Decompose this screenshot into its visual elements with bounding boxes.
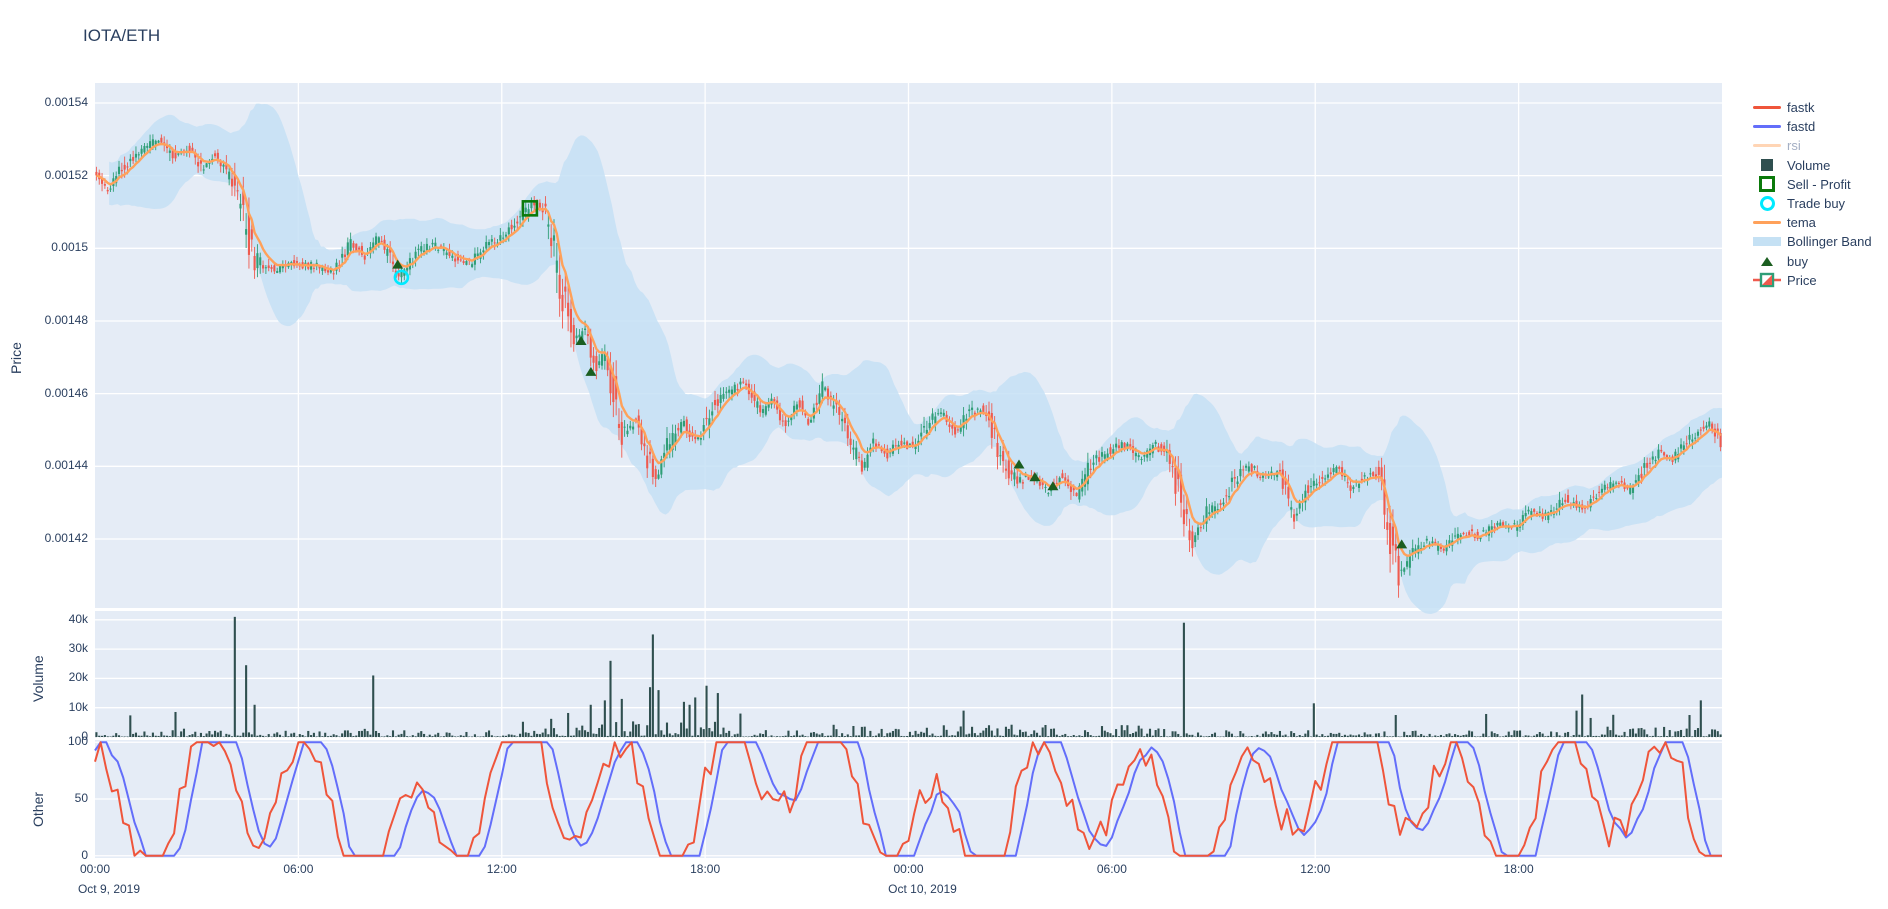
legend-label-trade-buy: Trade buy bbox=[1787, 196, 1846, 212]
legend-item-price[interactable]: Price bbox=[1752, 271, 1888, 290]
legend-label-fastd: fastd bbox=[1787, 119, 1816, 135]
legend-swatch-fastd bbox=[1752, 125, 1782, 129]
legend-item-fastk[interactable]: fastk bbox=[1752, 98, 1888, 117]
buy-marker bbox=[1013, 459, 1025, 469]
legend-item-trade-buy[interactable]: Trade buy bbox=[1752, 194, 1888, 213]
buy-marker bbox=[1047, 481, 1059, 491]
legend-swatch-rsi bbox=[1752, 144, 1782, 148]
legend-label-sell-profit: Sell - Profit bbox=[1787, 176, 1851, 192]
legend-swatch-bollinger-band bbox=[1752, 237, 1782, 247]
legend-label-bollinger-band: Bollinger Band bbox=[1787, 234, 1872, 250]
legend-label-buy: buy bbox=[1787, 253, 1808, 269]
legend-label-price: Price bbox=[1787, 272, 1817, 288]
legend-item-tema[interactable]: tema bbox=[1752, 213, 1888, 232]
gridlines bbox=[95, 83, 1722, 858]
buy-marker bbox=[1396, 539, 1408, 549]
legend-item-sell-profit[interactable]: Sell - Profit bbox=[1752, 175, 1888, 194]
buy-marker bbox=[575, 335, 587, 345]
legend-swatch-tema bbox=[1752, 221, 1782, 225]
legend: fastk fastd rsi Volume Sell - Profit Trade bu… bbox=[1752, 98, 1888, 290]
fastk-line bbox=[94, 741, 1722, 857]
legend-item-rsi[interactable]: rsi bbox=[1752, 136, 1888, 155]
buy-marker bbox=[392, 259, 404, 269]
legend-swatch-price bbox=[1752, 272, 1782, 288]
legend-label-rsi: rsi bbox=[1787, 138, 1801, 154]
trade-buy-marker bbox=[393, 269, 410, 286]
bollinger-band-area bbox=[109, 103, 1723, 614]
legend-item-fastd[interactable]: fastd bbox=[1752, 117, 1888, 136]
buy-marker bbox=[1029, 472, 1041, 482]
trade-markers bbox=[392, 200, 1408, 549]
legend-item-volume[interactable]: Volume bbox=[1752, 156, 1888, 175]
legend-swatch-fastk bbox=[1752, 106, 1782, 110]
legend-item-bollinger-band[interactable]: Bollinger Band bbox=[1752, 232, 1888, 251]
legend-label-fastk: fastk bbox=[1787, 100, 1815, 116]
legend-swatch-trade-buy bbox=[1752, 196, 1782, 212]
legend-label-tema: tema bbox=[1787, 215, 1816, 231]
sell-profit-marker bbox=[521, 200, 539, 217]
buy-marker bbox=[585, 366, 597, 376]
legend-item-buy[interactable]: buy bbox=[1752, 252, 1888, 271]
tema-line bbox=[95, 142, 1722, 557]
volume-bars bbox=[95, 616, 1722, 737]
legend-swatch-volume bbox=[1752, 159, 1782, 172]
legend-swatch-buy bbox=[1752, 256, 1782, 266]
legend-label-volume: Volume bbox=[1787, 157, 1831, 173]
legend-swatch-sell-profit bbox=[1752, 176, 1782, 193]
